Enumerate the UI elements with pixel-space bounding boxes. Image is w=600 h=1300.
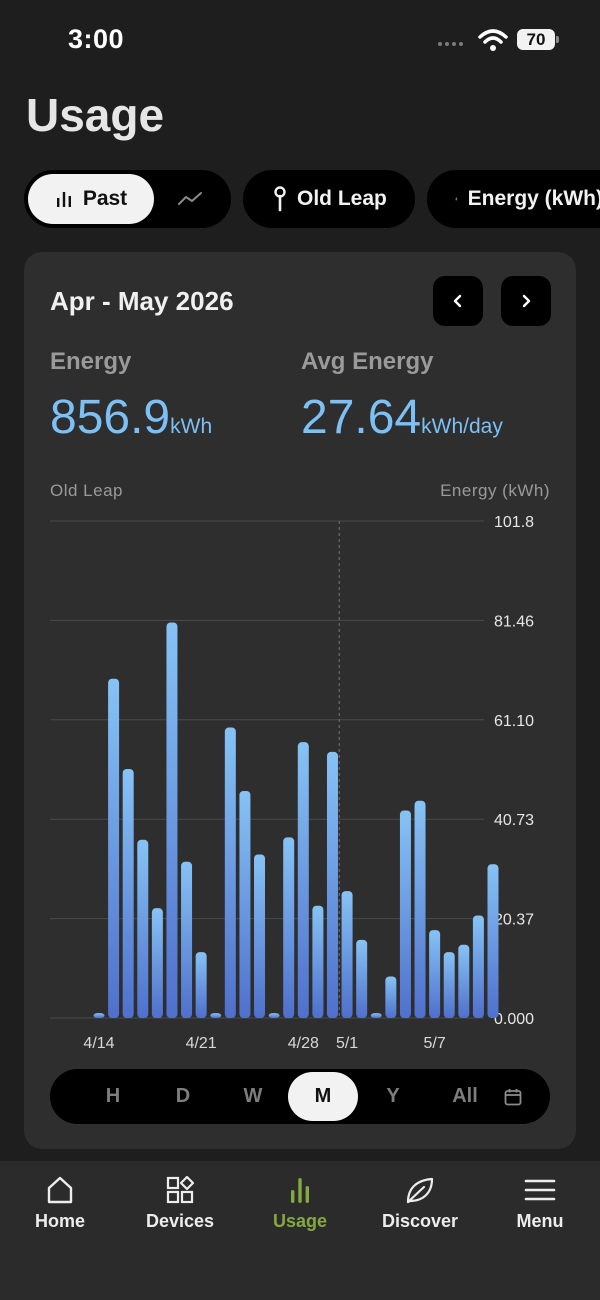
energy-total-value: 856.9 [50, 391, 171, 444]
tab-menu-label: Menu [516, 1211, 564, 1231]
chart-bar [356, 939, 368, 1018]
wifi-icon [478, 29, 508, 51]
x-tick-label: 4/14 [83, 1035, 114, 1052]
chevron-left-icon [453, 294, 462, 308]
date-range-title: Apr - May 2026 [50, 286, 234, 316]
tab-discover-label: Discover [381, 1211, 459, 1231]
chart-bar [443, 952, 455, 1018]
bottom-tab-bar: Home Devices Usage Discover Menu [0, 1161, 600, 1300]
devices-icon [166, 1175, 195, 1204]
calendar-button[interactable] [478, 1069, 548, 1124]
metric-filter-chip[interactable]: Energy (kWh) [427, 170, 600, 228]
chart-bar [414, 800, 426, 1018]
trend-line-icon[interactable] [174, 187, 206, 211]
period-option-m[interactable]: M [288, 1072, 358, 1121]
avg-energy-label: Avg Energy [301, 348, 434, 375]
period-option-h[interactable]: H [105, 1085, 121, 1107]
usage-icon [291, 1178, 309, 1203]
tab-menu[interactable]: Menu [480, 1161, 600, 1251]
y-tick-label: 0.000 [494, 1011, 534, 1028]
page-title: Usage [26, 89, 165, 141]
chart-bar [268, 1013, 280, 1018]
past-mode-button[interactable]: Past [28, 174, 154, 224]
period-selector: H D W M Y All [50, 1069, 550, 1124]
chart-bar [224, 727, 236, 1018]
chevron-right-icon [522, 294, 531, 308]
status-bar: 3:00 70 [0, 0, 600, 80]
tab-discover[interactable]: Discover [360, 1161, 480, 1251]
x-tick-label: 4/21 [186, 1035, 217, 1052]
past-mode-label: Past [82, 187, 128, 210]
chart-bar [458, 944, 470, 1018]
usage-card: Apr - May 2026 Energy 856.9kWh Avg Energ… [24, 252, 576, 1149]
tab-devices-label: Devices [145, 1211, 215, 1231]
period-option-d[interactable]: D [175, 1085, 191, 1107]
chart-bar [341, 891, 353, 1018]
home-icon [47, 1176, 73, 1204]
period-option-all[interactable]: All [452, 1085, 478, 1107]
chart-series-label: Old Leap [50, 481, 123, 500]
calendar-icon [504, 1088, 522, 1105]
chart-bar [122, 769, 134, 1018]
chart-bar [487, 864, 499, 1018]
period-option-w[interactable]: W [243, 1085, 263, 1107]
chart-bar [151, 908, 163, 1018]
avg-energy: 27.64kWh/day [301, 390, 503, 445]
cellular-signal-icon [438, 42, 463, 46]
chart-bar [239, 790, 251, 1018]
chart-bar [108, 678, 120, 1018]
chart-y-axis-label: Energy (kWh) [440, 481, 550, 500]
energy-label: Energy [50, 348, 132, 375]
metric-filter-label: Energy (kWh) [467, 187, 600, 210]
y-tick-label: 101.8 [494, 514, 534, 531]
previous-period-button[interactable] [433, 276, 483, 326]
y-tick-label: 20.37 [494, 912, 534, 929]
tab-devices[interactable]: Devices [120, 1161, 240, 1251]
battery-indicator: 70 [517, 29, 559, 50]
chart-bar [283, 837, 295, 1018]
chart-bar [254, 854, 266, 1018]
chart-bar [326, 751, 338, 1018]
filter-chips: Past Old Leap Energy (kWh) [24, 170, 600, 228]
chart-bar [93, 1013, 105, 1018]
y-tick-label: 61.10 [494, 713, 534, 730]
tab-usage[interactable]: Usage [240, 1161, 360, 1251]
view-mode-toggle: Past [24, 170, 231, 228]
tab-usage-label: Usage [272, 1211, 328, 1231]
energy-bar-chart[interactable]: 101.8 81.46 61.10 40.73 20.37 0.000 4/14 4/21 4/… [24, 502, 576, 1062]
y-tick-label: 81.46 [494, 613, 534, 630]
chart-bar [210, 1013, 222, 1018]
x-tick-label: 5/7 [424, 1035, 446, 1052]
avg-energy-value: 27.64 [301, 391, 422, 444]
next-period-button[interactable] [501, 276, 551, 326]
chart-bar [472, 915, 484, 1018]
tab-home-label: Home [34, 1211, 85, 1231]
tab-home[interactable]: Home [0, 1161, 120, 1251]
chart-bar [399, 810, 411, 1018]
x-tick-label: 4/28 [288, 1035, 319, 1052]
chart-bar [166, 622, 178, 1018]
x-tick-label: 5/1 [336, 1035, 358, 1052]
status-time: 3:00 [68, 24, 125, 54]
lightning-icon [455, 197, 458, 201]
device-pin-icon [274, 186, 286, 212]
device-filter-label: Old Leap [297, 187, 387, 210]
y-tick-label: 40.73 [494, 812, 534, 829]
bar-chart-icon [56, 192, 71, 207]
chart-bar [370, 1013, 382, 1018]
chart-bar [429, 930, 441, 1018]
avg-energy-unit: kWh/day [421, 415, 503, 438]
leaf-icon [406, 1177, 434, 1204]
chart-bar [181, 861, 193, 1018]
period-option-y[interactable]: Y [386, 1085, 400, 1107]
chart-bar [297, 742, 309, 1018]
chart-bar [312, 905, 324, 1018]
chart-bar [137, 839, 149, 1018]
chart-bar [385, 976, 397, 1018]
energy-total-unit: kWh [170, 415, 213, 438]
energy-total: 856.9kWh [50, 390, 212, 445]
menu-icon [524, 1179, 556, 1201]
device-filter-chip[interactable]: Old Leap [243, 170, 415, 228]
chart-bar [195, 952, 207, 1018]
